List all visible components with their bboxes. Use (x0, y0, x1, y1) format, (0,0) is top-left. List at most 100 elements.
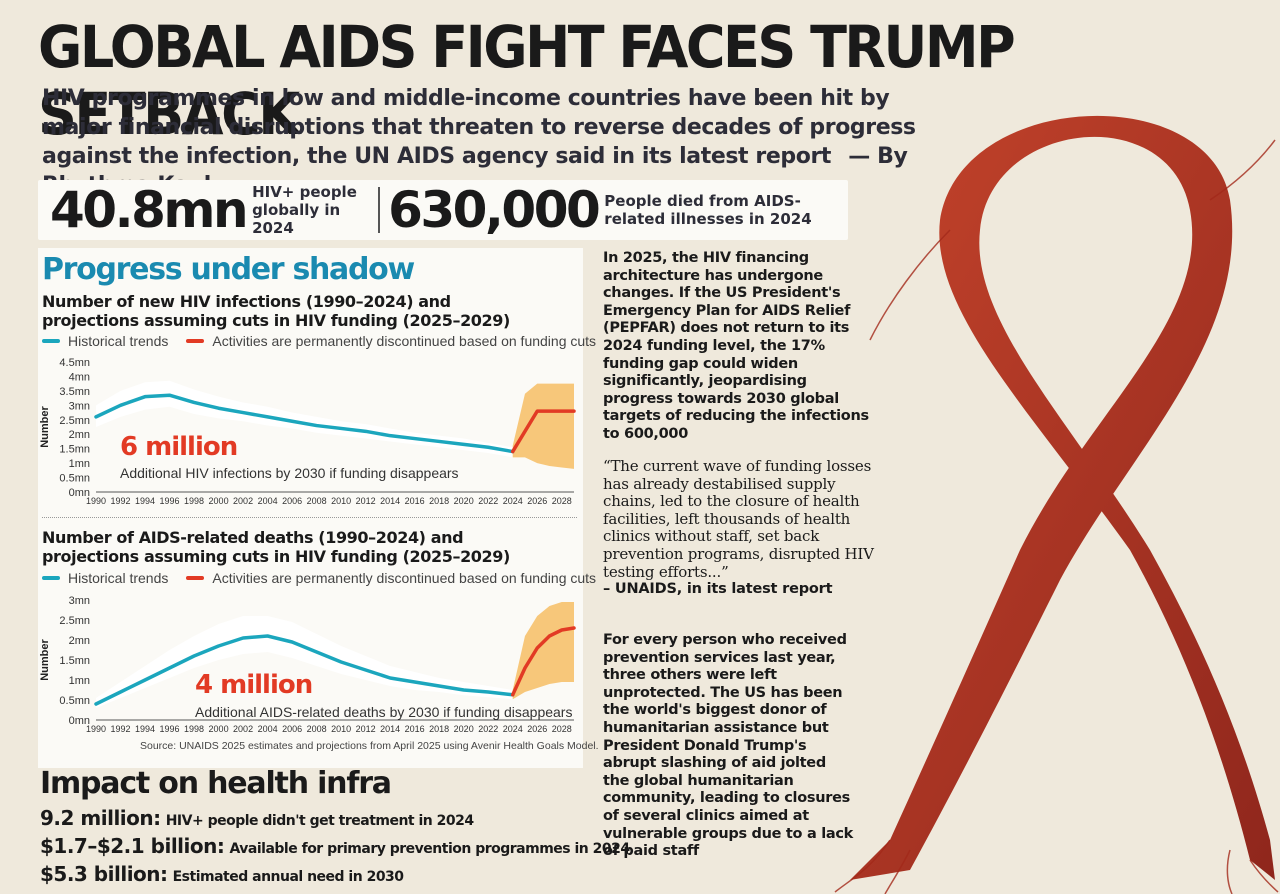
x-tick-label: 2022 (478, 496, 498, 506)
chart-separator (42, 517, 577, 518)
x-tick-label: 2026 (527, 724, 547, 734)
chart-annotation-text: Additional AIDS-related deaths by 2030 i… (195, 704, 573, 720)
impact-key: $5.3 billion: (40, 862, 168, 886)
chart-annotation-value: 6 million (120, 432, 238, 462)
x-tick-label: 2004 (258, 496, 278, 506)
stat-value: 40.8mn (50, 181, 249, 239)
stat-label: People died from AIDS-related illnesses … (604, 192, 812, 228)
red-ribbon-illustration (834, 115, 1279, 894)
x-tick-label: 2008 (307, 724, 327, 734)
x-tick-label: 2008 (307, 496, 327, 506)
x-tick-label: 2020 (454, 724, 474, 734)
x-tick-label: 2000 (209, 496, 229, 506)
y-axis-label: Number (39, 639, 51, 681)
y-tick-label: 3mn (69, 595, 90, 607)
x-tick-label: 2016 (405, 724, 425, 734)
projection-uncertainty-band (512, 383, 574, 469)
pull-quote: “The current wave of funding losses has … (603, 457, 878, 599)
projection-line (510, 626, 576, 697)
x-tick-label: 1990 (86, 724, 106, 734)
x-tick-label: 2000 (209, 724, 229, 734)
x-tick-label: 2028 (552, 496, 572, 506)
x-tick-label: 1996 (160, 724, 180, 734)
x-tick-label: 2018 (429, 724, 449, 734)
stat-divider (378, 187, 381, 233)
x-tick-label: 2002 (233, 724, 253, 734)
y-tick-label: 0mn (69, 715, 90, 727)
chart-annotation-text: Additional HIV infections by 2030 if fun… (120, 465, 459, 481)
headline: GLOBAL AIDS FIGHT FACES TRUMP SETBACK (38, 12, 1016, 148)
y-tick-label: 2.5mn (59, 415, 90, 427)
x-tick-label: 1992 (110, 724, 130, 734)
legend-swatch-historical (42, 576, 60, 580)
y-tick-label: 1mn (69, 458, 90, 470)
source-note: Source: UNAIDS 2025 estimates and projec… (140, 740, 599, 752)
x-tick-label: 2012 (356, 496, 376, 506)
aids-deaths-chart: Number 0mn 0.5mn 1mn 1.5mn 2mn 2.5mn 3mn 1990 199… (39, 595, 576, 734)
x-tick-label: 2026 (527, 496, 547, 506)
projection-uncertainty-band (512, 602, 574, 700)
x-tick-label: 1994 (135, 724, 155, 734)
legend-label: Historical trends (68, 570, 169, 586)
y-tick-label: 2.5mn (59, 615, 90, 627)
x-tick-label: 1998 (184, 724, 204, 734)
y-tick-label: 2mn (69, 429, 90, 441)
legend-swatch-projection (186, 339, 205, 343)
projection-line (510, 409, 576, 454)
stat-value: 630,000 (388, 181, 601, 239)
historical-trend-line (94, 393, 515, 454)
x-tick-label: 2006 (282, 496, 302, 506)
x-tick-label: 1998 (184, 496, 204, 506)
y-tick-label: 0.5mn (59, 473, 90, 485)
historical-trend-line (94, 634, 515, 706)
y-tick-label: 4.5mn (59, 357, 90, 369)
y-tick-label: 4mn (69, 371, 90, 383)
impact-title: Impact on health infra (40, 766, 392, 801)
x-tick-label: 2024 (503, 496, 523, 506)
impact-item: 9.2 million: HIV+ people didn't get trea… (40, 806, 474, 830)
section-title: Progress under shadow (42, 252, 415, 287)
article-paragraph: For every person who received prevention… (603, 632, 853, 860)
x-tick-label: 1990 (86, 496, 106, 506)
legend-label: Historical trends (68, 333, 169, 349)
subtitle-text: HIV programmes in low and middle-income … (42, 86, 916, 169)
x-tick-label: 2024 (503, 724, 523, 734)
y-tick-label: 3.5mn (59, 386, 90, 398)
impact-item: $1.7–$2.1 billion: Available for primary… (40, 834, 630, 858)
legend-swatch-historical (42, 339, 60, 343)
chart-annotation-value: 4 million (195, 670, 313, 700)
article-paragraph: In 2025, the HIV financing architecture … (603, 250, 869, 442)
new-infections-chart: Number 0mn 0.5mn 1mn 1.5mn 2mn 2.5mn 3mn 3.5mn 4m… (39, 357, 576, 506)
y-axis-label: Number (39, 406, 51, 448)
quote-source: – UNAIDS, in its latest report (603, 581, 833, 598)
x-tick-label: 2010 (331, 496, 351, 506)
stat-label: HIV+ people globally in 2024 (252, 183, 357, 237)
x-tick-label: 2028 (552, 724, 572, 734)
y-tick-label: 2mn (69, 635, 90, 647)
x-tick-label: 1992 (110, 496, 130, 506)
y-tick-label: 0mn (69, 487, 90, 499)
chart-title: Number of AIDS-related deaths (1990–2024… (42, 528, 510, 566)
x-tick-label: 2012 (356, 724, 376, 734)
quote-text: “The current wave of funding losses has … (603, 457, 874, 581)
y-tick-label: 1.5mn (59, 444, 90, 456)
legend-label: Activities are permanently discontinued … (212, 570, 597, 586)
x-tick-label: 2020 (454, 496, 474, 506)
x-tick-label: 2016 (405, 496, 425, 506)
x-tick-label: 2014 (380, 496, 400, 506)
x-tick-label: 2006 (282, 724, 302, 734)
impact-key: 9.2 million: (40, 806, 161, 830)
subheadline: HIV programmes in low and middle-income … (42, 84, 922, 200)
x-tick-label: 2022 (478, 724, 498, 734)
x-tick-label: 2010 (331, 724, 351, 734)
chart-legend: Historical trends Activities are permane… (42, 570, 596, 586)
chart-legend: Historical trends Activities are permane… (42, 333, 596, 349)
impact-text: Available for primary prevention program… (229, 841, 630, 857)
x-tick-label: 2002 (233, 496, 253, 506)
legend-label: Activities are permanently discontinued … (212, 333, 597, 349)
impact-text: Estimated annual need in 2030 (172, 869, 404, 885)
legend-swatch-projection (186, 576, 205, 580)
impact-item: $5.3 billion: Estimated annual need in 2… (40, 862, 404, 886)
x-tick-label: 1996 (160, 496, 180, 506)
y-tick-label: 3mn (69, 400, 90, 412)
